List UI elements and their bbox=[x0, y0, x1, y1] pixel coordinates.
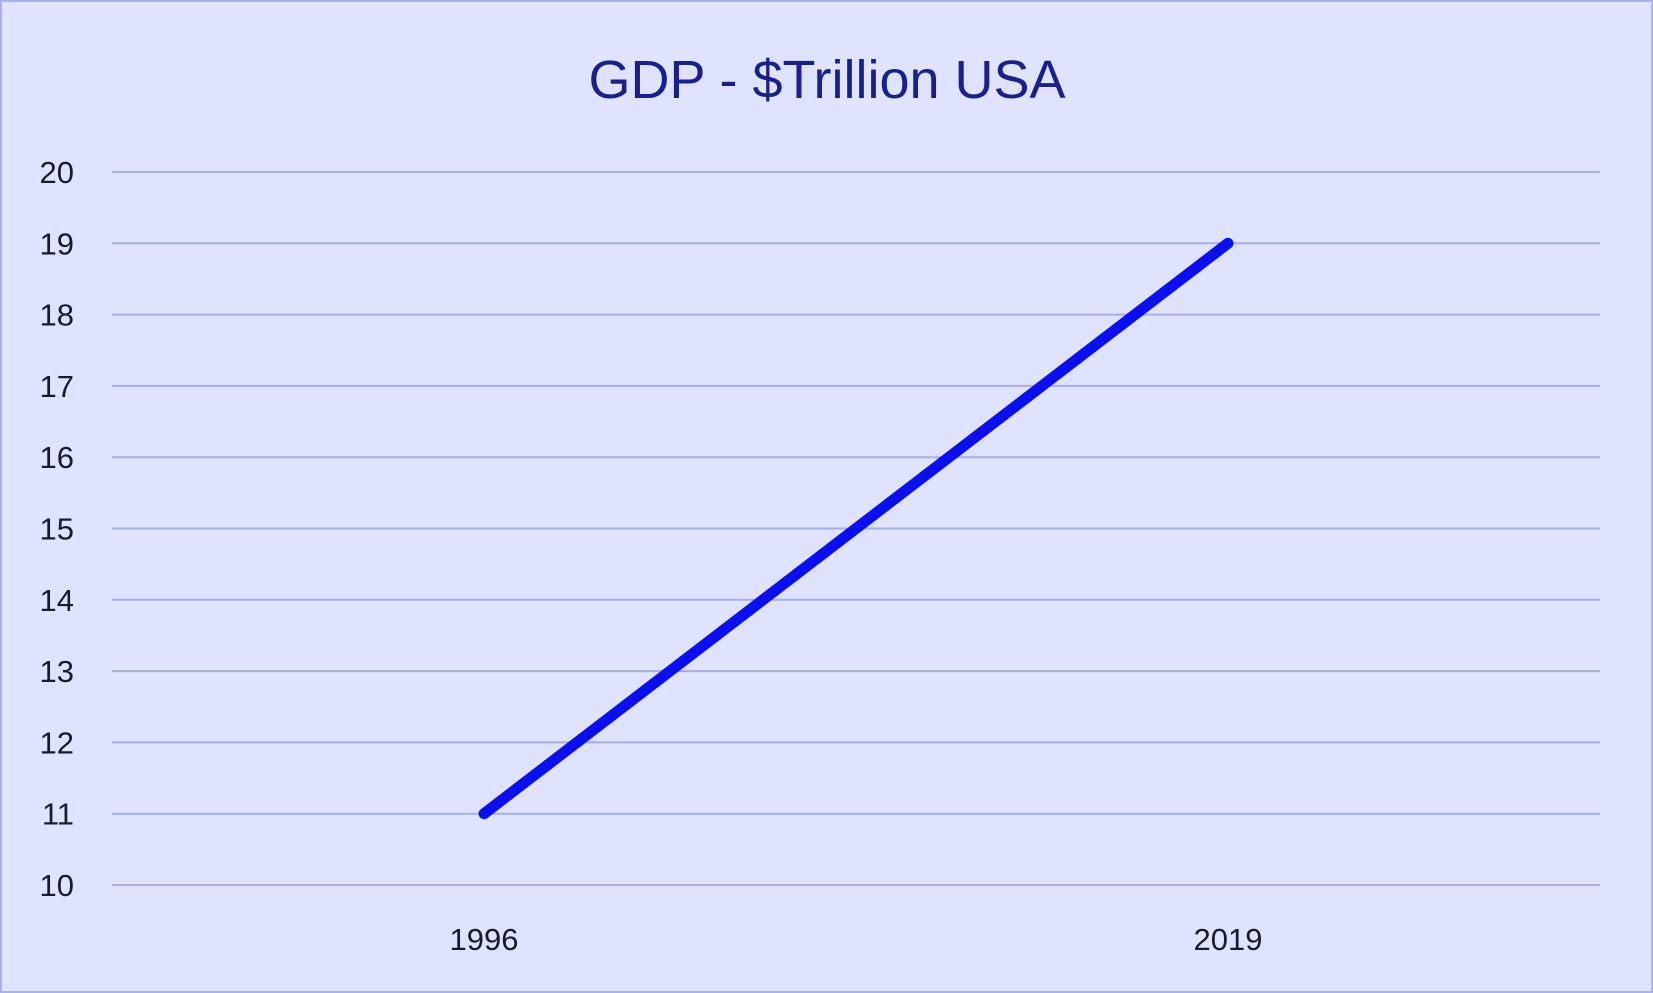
y-tick-label: 20 bbox=[40, 155, 74, 190]
y-tick-label: 18 bbox=[40, 298, 74, 333]
series-layer bbox=[478, 237, 1234, 820]
x-tick-label: 1996 bbox=[450, 922, 519, 957]
y-tick-label: 16 bbox=[40, 440, 74, 475]
y-tick-label: 17 bbox=[40, 369, 74, 404]
y-tick-label: 12 bbox=[40, 725, 74, 760]
x-tick-label: 2019 bbox=[1194, 922, 1263, 957]
chart-title: GDP - $Trillion USA bbox=[588, 50, 1065, 110]
x-axis-tick-labels: 1996 2019 bbox=[450, 922, 1263, 957]
y-axis-tick-labels: 10 11 12 13 14 15 16 17 18 19 20 bbox=[40, 155, 74, 903]
y-tick-label: 13 bbox=[40, 654, 74, 689]
y-tick-label: 10 bbox=[40, 868, 74, 903]
y-tick-label: 15 bbox=[40, 512, 74, 547]
y-tick-label: 14 bbox=[40, 583, 74, 618]
y-tick-label: 19 bbox=[40, 226, 74, 261]
series-line bbox=[478, 237, 1234, 820]
y-tick-label: 11 bbox=[42, 797, 74, 832]
